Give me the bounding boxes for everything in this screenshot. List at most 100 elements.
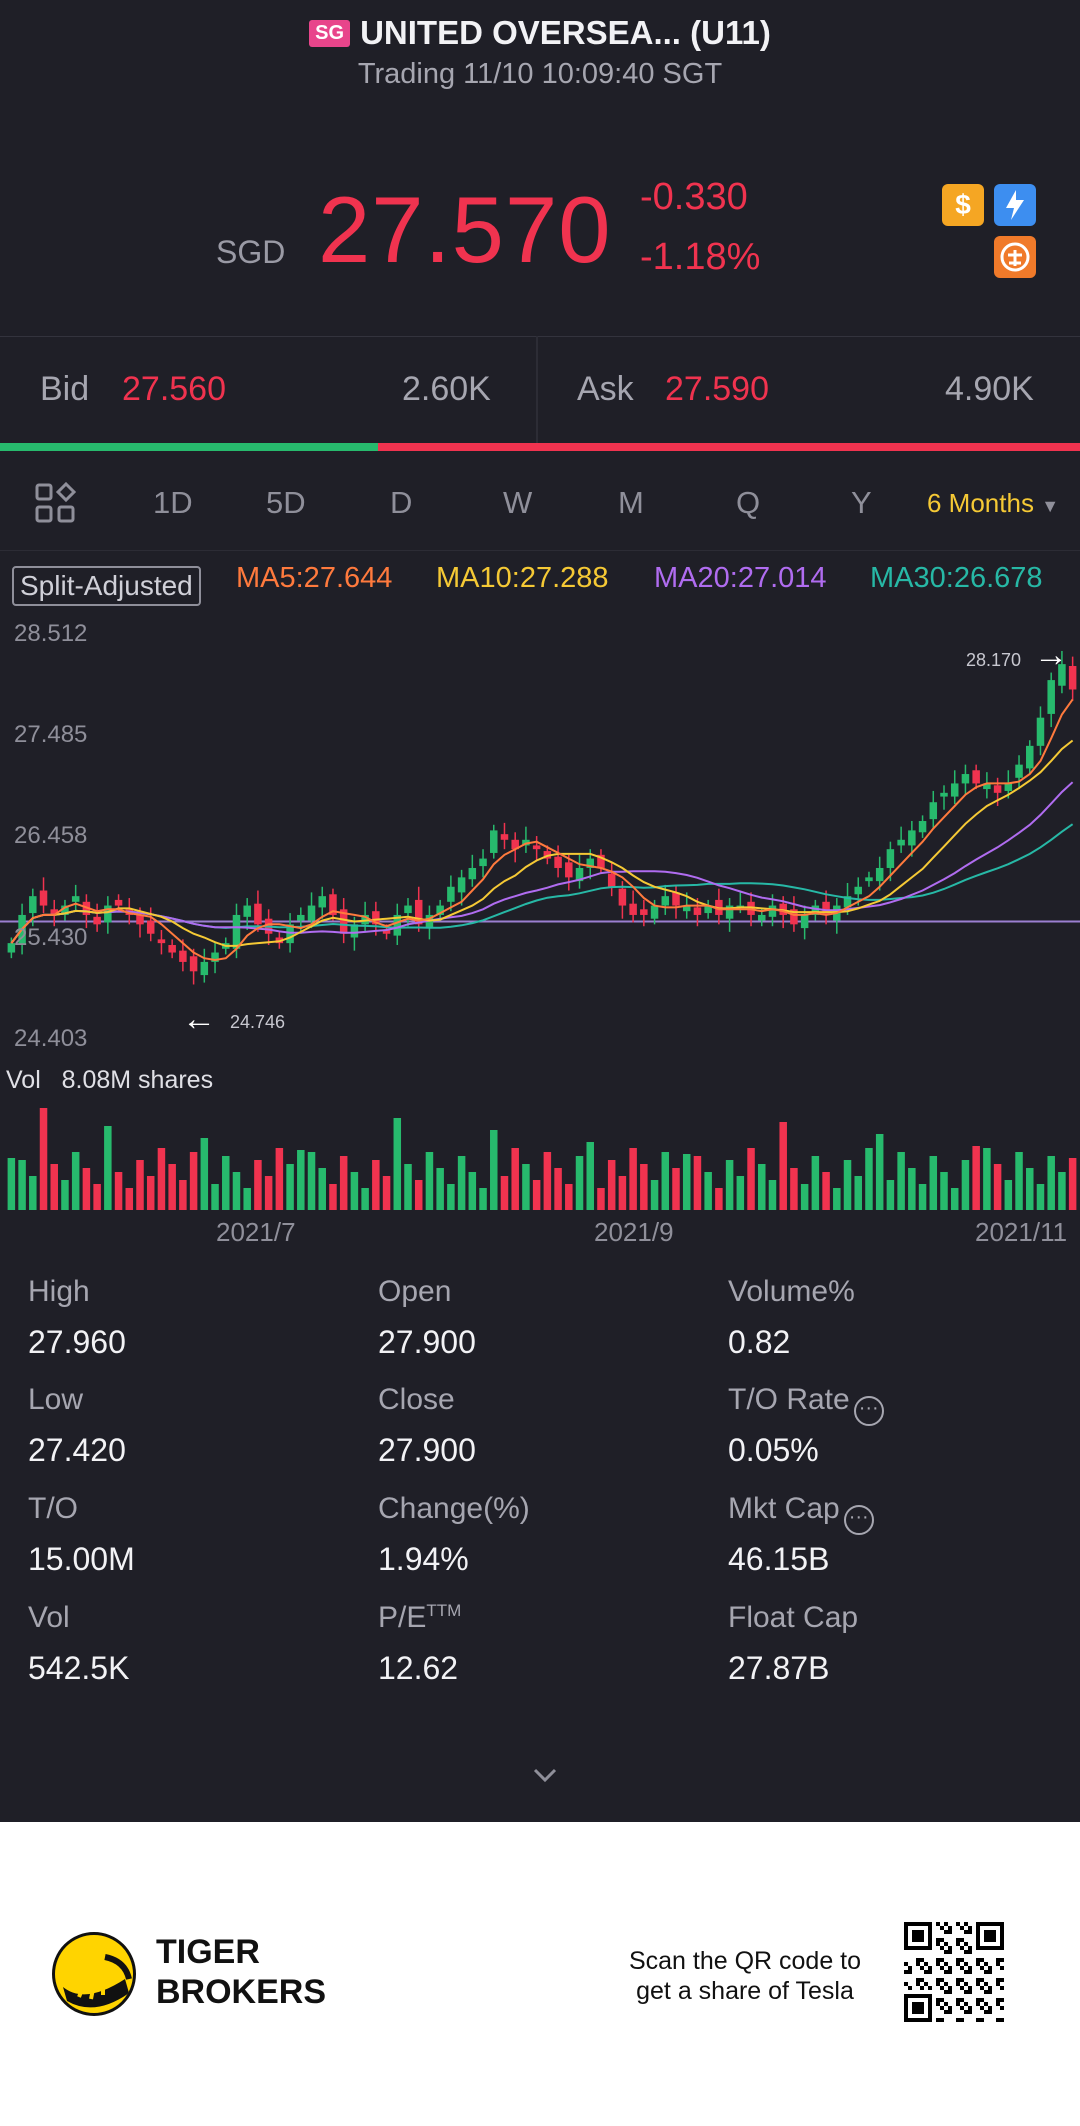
price-change-percent: -1.18% [640, 236, 761, 278]
volume-bar [554, 1168, 562, 1210]
ma20-line [10, 781, 1074, 944]
candle-body [414, 899, 423, 925]
arrow-right-icon: → [1034, 636, 1068, 674]
qr-module [996, 1978, 1000, 1982]
tab-week[interactable]: W [503, 485, 533, 520]
candle-body [961, 774, 970, 784]
qr-module [904, 1970, 908, 1974]
volume-bar [297, 1150, 305, 1210]
qr-module [912, 2002, 924, 2014]
margin-icon[interactable] [994, 236, 1036, 278]
tab-5d[interactable]: 5D [266, 485, 306, 520]
candle-body [897, 839, 905, 846]
candle-body [372, 911, 380, 925]
volume-bar [372, 1160, 380, 1210]
volume-bar [908, 1168, 916, 1210]
qr-module [984, 2002, 988, 2006]
candle-body [404, 905, 412, 914]
volume-bar [640, 1164, 648, 1210]
candle-body [468, 867, 477, 880]
volume-bar [779, 1122, 787, 1210]
tab-year[interactable]: Y [851, 485, 872, 520]
tab-day[interactable]: D [390, 485, 413, 520]
brand-line-1: TIGER [156, 1933, 260, 1971]
stat-value-volume-pct: 0.82 [728, 1324, 791, 1360]
qr-module [968, 1966, 972, 1970]
tab-6-months[interactable]: 6 Months ▼ [927, 488, 1059, 519]
brand-name: TIGER BROKERS [156, 1932, 326, 2012]
candle-body [1004, 783, 1013, 791]
stat-label-float-cap: Float Cap [728, 1601, 859, 1634]
ma30-value: MA30:26.678 [870, 562, 1043, 594]
more-info-icon[interactable]: ··· [843, 1505, 874, 1535]
ask-size: 4.90K [945, 370, 1034, 408]
volume-bar [382, 1176, 391, 1210]
qr-module [936, 2018, 940, 2022]
qr-module [940, 1978, 944, 1982]
candle-body [725, 905, 734, 919]
volume-bar [811, 1156, 820, 1210]
volume-bar [597, 1188, 605, 1210]
price-chart[interactable] [0, 610, 1080, 1050]
qr-module [984, 1930, 996, 1942]
lightning-icon[interactable] [994, 184, 1036, 226]
qr-module [948, 2006, 952, 2010]
candle-body [672, 892, 680, 906]
bid-strength-bar [0, 443, 378, 451]
qr-module [980, 1966, 984, 1970]
chart-layout-icon[interactable] [34, 481, 77, 524]
dollar-icon[interactable]: $ [942, 184, 984, 226]
stock-name: UNITED OVERSEA... (U11) [360, 14, 771, 51]
dropdown-caret-icon: ▼ [1041, 496, 1060, 516]
more-info-icon[interactable]: ··· [853, 1396, 884, 1426]
volume-bar [425, 1152, 434, 1210]
stat-value-mkt-cap: 46.15B [728, 1541, 830, 1577]
trading-status: Trading 11/10 10:09:40 SGT [357, 58, 723, 90]
volume-bar [768, 1180, 777, 1210]
candle-body [875, 867, 884, 882]
qr-module [964, 1990, 968, 1994]
qr-module [980, 1998, 984, 2002]
candle-body [189, 956, 198, 972]
qr-module [948, 1950, 952, 1954]
stat-label-vol: Vol [28, 1601, 70, 1634]
stat-value-float-cap: 27.87B [728, 1650, 830, 1686]
pe-superscript: TTM [426, 1601, 462, 1620]
stat-label-high: High [28, 1275, 90, 1308]
qr-module [944, 1962, 948, 1966]
split-adjusted-toggle[interactable]: Split-Adjusted [12, 566, 201, 606]
chevron-down-icon[interactable] [530, 1760, 560, 1790]
qr-module [1000, 2018, 1004, 2022]
stat-label-open: Open [378, 1275, 452, 1308]
candle-body [168, 945, 176, 953]
volume-bar [854, 1176, 862, 1210]
stat-value-pe: 12.62 [378, 1650, 459, 1686]
qr-module [960, 1958, 964, 1962]
market-badge: SG [309, 20, 351, 47]
candle-body [1068, 666, 1077, 690]
qr-module [940, 1986, 944, 1990]
qr-code[interactable] [904, 1922, 1004, 2022]
candle-body [843, 896, 852, 908]
tab-quarter[interactable]: Q [736, 485, 761, 520]
candle-body [243, 905, 251, 917]
volume-bar [157, 1148, 166, 1210]
tab-month[interactable]: M [618, 485, 644, 520]
min-price-label: 24.746 [230, 1012, 286, 1032]
qr-module [956, 1978, 960, 1982]
volume-chart[interactable] [0, 1100, 1080, 1210]
qr-module [1000, 1986, 1004, 1990]
tab-1d[interactable]: 1D [153, 485, 193, 520]
volume-bar [758, 1164, 766, 1210]
bid-ask-panel [0, 336, 1080, 444]
candle-body [254, 903, 262, 925]
qr-module [980, 1958, 984, 1962]
qr-module [928, 1966, 932, 1970]
candle-body [29, 896, 37, 914]
volume-bar [715, 1188, 723, 1210]
candle-body [146, 920, 155, 934]
candle-body [490, 830, 498, 853]
candle-body [307, 905, 316, 921]
volume-bar [1004, 1180, 1013, 1210]
qr-module [944, 1990, 948, 1994]
